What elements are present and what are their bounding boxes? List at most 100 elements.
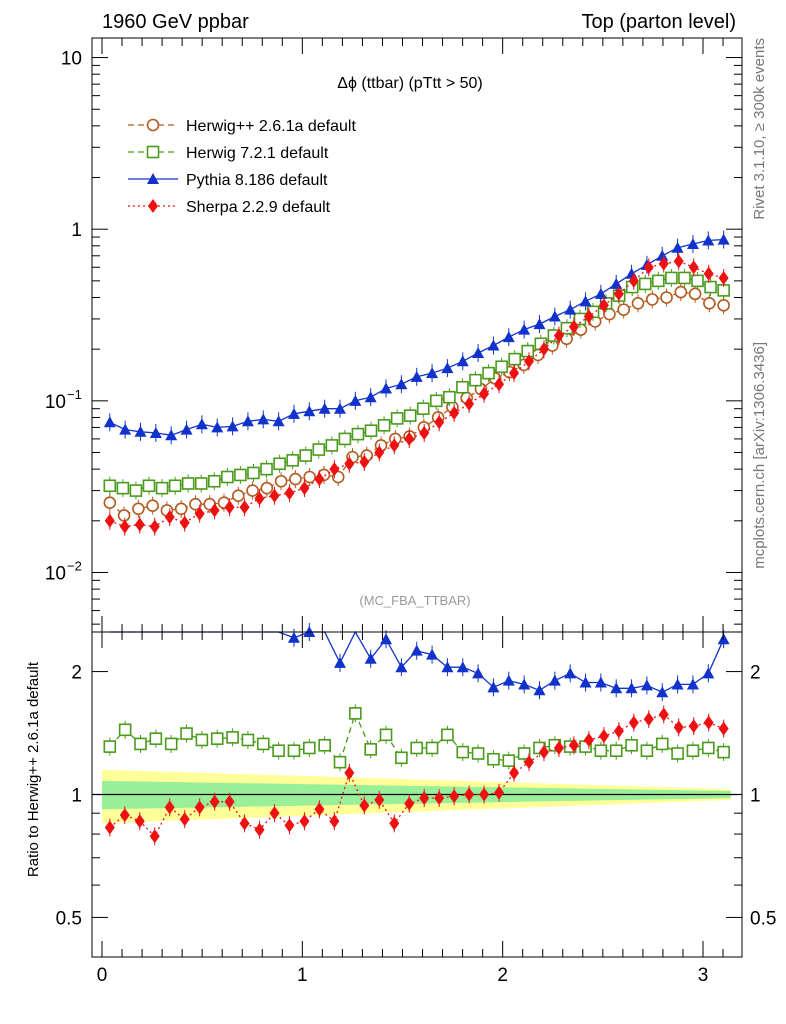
legend-marker (146, 118, 160, 132)
main-herwig7-point (129, 484, 143, 497)
ratio-sherpa-point (404, 796, 415, 811)
ratio-sherpa-point (464, 787, 475, 802)
main-herwig7-point (351, 427, 365, 441)
ratio-pythia-point (533, 684, 546, 696)
ratio-pythia-point (441, 661, 454, 673)
main-herwig7-point (299, 449, 313, 462)
main-pythia-point (134, 425, 147, 437)
ratio-sherpa-point (524, 755, 535, 770)
main-pythia-point (610, 277, 623, 289)
main-pythia-point (564, 303, 577, 315)
main-herwigpp-point (189, 497, 202, 511)
main-herwigpp-point (631, 297, 645, 310)
main-sherpa-point (344, 456, 355, 471)
ratio-pythia-point (548, 674, 561, 686)
ratio-sherpa-point (194, 800, 205, 815)
ratio-sherpa-point (119, 808, 130, 823)
main-title: Δϕ (ttbar) (pTtt > 50) (337, 75, 482, 92)
ratio-y-tick-label: 2 (71, 663, 82, 684)
main-herwigpp-point (146, 499, 159, 512)
ratio-y-tick-label: 1 (71, 786, 82, 807)
ratio-sherpa-point (553, 740, 564, 755)
main-sherpa-point (299, 481, 310, 496)
ratio-sherpa-point (703, 715, 714, 730)
ratio-herwig7-point (517, 747, 531, 760)
main-pythia-point (533, 318, 546, 330)
ratio-sherpa-point (568, 738, 579, 753)
side-label-bottom: mcplots.cern.ch [arXiv:1306.3436] (751, 342, 768, 569)
ratio-sherpa-point (374, 792, 385, 807)
main-herwig7-point (495, 360, 508, 374)
main-herwig7-point (221, 470, 234, 484)
main-herwigpp-point (174, 502, 188, 516)
ratio-herwig7-point (333, 755, 347, 769)
legend-label: Pythia 8.186 default (186, 172, 328, 189)
main-sherpa-point (254, 491, 265, 506)
ratio-pythia-point (518, 678, 531, 690)
ratio-pythia-point (364, 652, 377, 664)
main-pythia-point (226, 420, 239, 432)
main-pythia-point (410, 370, 423, 382)
ratio-sherpa-point (479, 787, 490, 802)
ratio-herwig7-point (625, 738, 638, 752)
ratio-pythia-point (610, 682, 623, 694)
ratio-pythia-point (579, 676, 592, 688)
ratio-herwig7-point (379, 728, 393, 742)
ratio-sherpa-point (434, 791, 445, 806)
main-herwig7-point (482, 366, 495, 380)
main-herwigpp-point (132, 502, 145, 516)
ratio-herwig7-point (640, 744, 654, 758)
main-herwigpp-point (260, 481, 274, 495)
ratio-sherpa-point (179, 812, 190, 827)
ratio-sherpa-point (494, 785, 505, 800)
ratio-herwig7-point (256, 737, 270, 751)
main-pythia-point (702, 234, 715, 246)
main-sherpa-point (598, 298, 609, 313)
main-pythia-point (579, 295, 592, 307)
main-herwigpp-point (717, 299, 730, 312)
main-pythia-point (656, 249, 669, 261)
main-sherpa-point (568, 319, 579, 334)
main-sherpa-point (119, 519, 130, 534)
main-sherpa-point (104, 513, 115, 528)
main-sherpa-point (703, 266, 714, 281)
main-sherpa-point (553, 328, 564, 343)
ratio-herwig7-point (655, 737, 669, 751)
ratio-herwig7-point (410, 741, 424, 755)
main-herwig7-point (691, 274, 704, 288)
ratio-sherpa-point (538, 745, 549, 760)
main-pythia-point (257, 413, 270, 425)
main-sherpa-point (179, 515, 190, 530)
ratio-y-tick-label-right: 1 (750, 786, 761, 807)
ratio-herwig7-point (210, 732, 224, 745)
main-herwig7-point (194, 477, 208, 490)
main-pythia-point (287, 407, 300, 419)
main-sherpa-point (509, 366, 520, 381)
ratio-herwig7-point (134, 737, 147, 751)
ratio-sherpa-point (104, 820, 115, 835)
main-pythia-point (103, 416, 116, 428)
main-herwig7-point (273, 457, 286, 471)
ratio-sherpa-point (149, 829, 160, 844)
header-right: Top (parton level) (581, 11, 736, 33)
legend-label: Sherpa 2.2.9 default (186, 199, 331, 216)
main-y-tick-label: 10 (45, 563, 66, 584)
main-herwig7-point (168, 479, 182, 493)
ratio-sherpa-point (344, 765, 355, 780)
ratio-pythia-point (502, 674, 515, 686)
legend-marker (148, 199, 158, 213)
ratio-y-tick-label-right: 0.5 (750, 908, 776, 929)
legend-label: Herwig 7.2.1 default (186, 145, 329, 162)
x-tick-label: 1 (297, 965, 308, 986)
main-sherpa-point (643, 260, 654, 275)
main-sherpa-point (389, 438, 400, 453)
ratio-y-tick-label: 0.5 (56, 908, 82, 929)
ratio-herwig7-point (717, 745, 730, 759)
ratio-herwig7-point (686, 744, 700, 758)
ratio-herwig7-point (471, 747, 485, 760)
main-pythia-point (472, 346, 485, 358)
main-herwig7-point (377, 419, 391, 432)
main-sherpa-point (658, 256, 669, 271)
ratio-pythia-point (456, 661, 469, 673)
